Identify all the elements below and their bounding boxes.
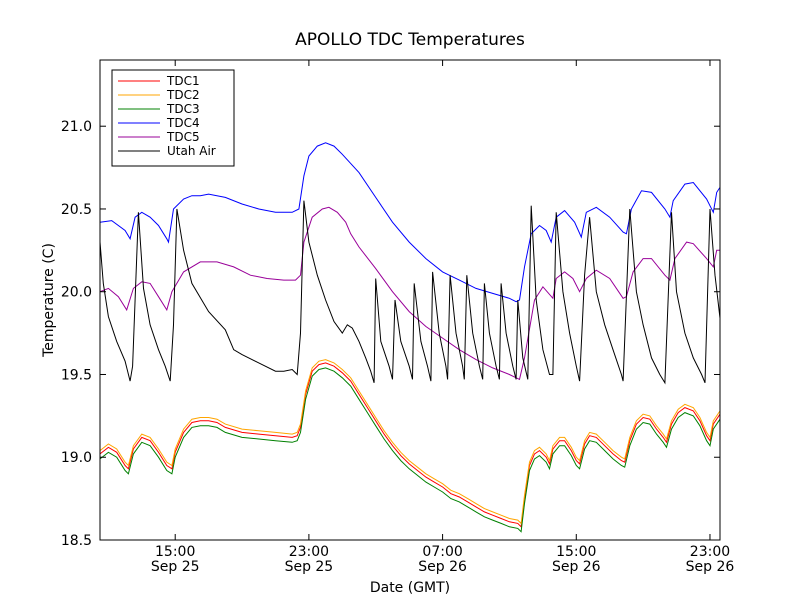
x-tick-label-date: Sep 26 (418, 559, 467, 575)
legend-label: TDC5 (166, 130, 200, 144)
x-tick-label-time: 23:00 (289, 544, 329, 560)
x-tick-label-time: 07:00 (422, 544, 462, 560)
plot-area-frame (99, 59, 721, 541)
series-line-tdc5 (99, 206, 720, 381)
x-tick-label-time: 15:00 (155, 544, 195, 560)
series-line-tdc3 (99, 367, 721, 533)
x-tick-label-date: Sep 25 (285, 559, 334, 575)
legend-label: TDC2 (166, 88, 200, 102)
legend-label: TDC3 (166, 102, 200, 116)
y-tick-label: 20.5 (61, 202, 92, 218)
x-tick-label-date: Sep 26 (686, 559, 735, 575)
x-tick-label-date: Sep 26 (552, 559, 601, 575)
series-line-tdc2 (99, 359, 721, 525)
series-line-tdc4 (99, 142, 721, 303)
legend-label: TDC1 (166, 74, 200, 88)
y-tick-label: 19.5 (61, 367, 92, 383)
chart-title: APOLLO TDC Temperatures (295, 30, 525, 50)
x-tick-label-time: 15:00 (556, 544, 596, 560)
x-tick-label-time: 23:00 (690, 544, 730, 560)
legend-label: Utah Air (167, 144, 216, 158)
series-layer (99, 142, 721, 533)
series-line-utah-air (99, 200, 721, 385)
x-tick-label-date: Sep 25 (151, 559, 200, 575)
legend-label: TDC4 (166, 116, 200, 130)
y-tick-label: 18.5 (61, 533, 92, 549)
y-axis-label: Temperature (C) (41, 243, 57, 358)
series-line-tdc1 (99, 362, 721, 528)
y-tick-label: 20.0 (61, 285, 92, 301)
legend-box (111, 69, 235, 167)
y-tick-label: 21.0 (61, 119, 92, 135)
x-axis-label: Date (GMT) (370, 580, 450, 596)
y-tick-label: 19.0 (61, 450, 92, 466)
